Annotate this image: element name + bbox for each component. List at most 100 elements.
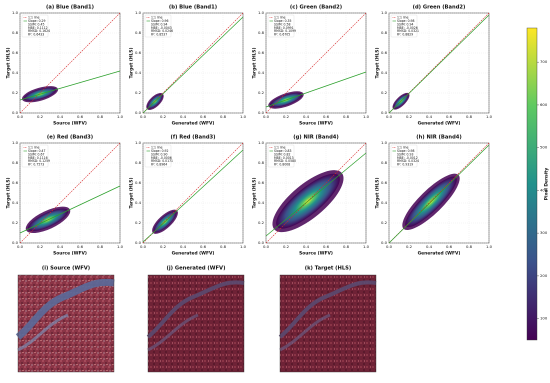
y-tick-label: 0.6 — [258, 50, 265, 55]
x-tick-label: 0.2 — [37, 114, 44, 119]
stat-text: R²: 0.6705 — [274, 32, 290, 36]
stat-text: RMSD: 0.0580 — [274, 159, 296, 163]
y-tick-label: 0.0 — [258, 240, 265, 245]
y-tick-label: 0.6 — [135, 180, 142, 185]
stat-text: SSIM: 0.90 — [151, 153, 167, 157]
stat-text: MBE: 0.1116 — [28, 156, 48, 160]
x-axis-label: Generated (WFV) — [418, 251, 461, 257]
fit-line — [19, 185, 121, 234]
one-to-one-line — [19, 12, 121, 114]
one-to-one-line — [265, 142, 367, 244]
legend-ref-label: 1:1 line — [274, 146, 286, 150]
x-tick-label: 0.2 — [406, 244, 413, 249]
y-tick-label: 0.2 — [258, 90, 265, 95]
legend-fit-label: Slope: 0.92 — [151, 149, 169, 153]
x-tick-label: 0.4 — [180, 114, 187, 119]
stat-text: MBE: 0.1112 — [28, 26, 48, 30]
legend-ref-label: 1:1 line — [28, 146, 40, 150]
x-tick-label: 0.0 — [17, 244, 24, 249]
y-tick-label: 0.2 — [12, 220, 19, 225]
y-axis-label: Target (HLS) — [6, 178, 12, 209]
legend-box — [144, 14, 172, 38]
y-tick-label: 0.8 — [381, 160, 388, 165]
one-to-one-line — [19, 142, 121, 244]
y-tick-label: 1.0 — [258, 140, 265, 145]
y-axis-label: Target (HLS) — [129, 48, 135, 79]
x-axis-label: Source (WFV) — [299, 121, 333, 127]
x-tick-label: 0.6 — [323, 244, 330, 249]
y-tick-label: 0.4 — [12, 70, 19, 75]
legend-ref-label: 1:1 line — [151, 146, 163, 150]
fit-line — [265, 152, 367, 237]
y-tick-label: 0.2 — [381, 90, 388, 95]
y-tick-label: 0.2 — [258, 220, 265, 225]
y-tick-label: 0.8 — [381, 30, 388, 35]
image-border — [17, 274, 115, 373]
x-tick-label: 0.0 — [17, 114, 24, 119]
y-tick-label: 0.8 — [258, 160, 265, 165]
stat-text: RMSD: 0.0324 — [397, 159, 419, 163]
stat-text: R²: 0.8008 — [274, 162, 290, 166]
x-tick-label: 0.2 — [160, 114, 167, 119]
legend-box — [144, 144, 172, 168]
panel-title: (g) NIR (Band4) — [293, 135, 339, 141]
colorbar-label: Pixel Density — [544, 168, 550, 201]
y-tick-label: 0.8 — [12, 30, 19, 35]
legend-fit-label: Slope: 0.35 — [274, 19, 292, 23]
x-tick-label: 0.2 — [37, 244, 44, 249]
y-tick-label: 0.8 — [12, 160, 19, 165]
stat-text: R²: 0.6433 — [28, 32, 44, 36]
y-axis-label: Target (HLS) — [129, 178, 135, 209]
image-border — [147, 274, 245, 373]
legend-fit-label: Slope: 0.98 — [397, 19, 415, 23]
fit-line — [388, 14, 490, 114]
stat-text: SSIM: 0.58 — [274, 23, 290, 27]
stat-text: MBE: -0.0006 — [151, 156, 172, 160]
legend-ref-label: 1:1 line — [151, 16, 163, 20]
y-tick-label: 0.4 — [258, 200, 265, 205]
y-tick-label: 0.0 — [135, 110, 142, 115]
y-tick-label: 1.0 — [12, 10, 19, 15]
stat-text: RMSD: 0.0246 — [151, 29, 173, 33]
legend-box — [390, 144, 418, 168]
x-tick-label: 0.0 — [386, 114, 393, 119]
panel-title: (b) Blue (Band1) — [169, 5, 217, 11]
stat-text: SSIM: 0.94 — [397, 23, 413, 27]
panel-title: (d) Green (Band2) — [413, 5, 466, 11]
y-tick-label: 0.2 — [381, 220, 388, 225]
x-tick-label: 1.0 — [240, 114, 247, 119]
legend-box — [21, 144, 49, 168]
legend-box — [21, 14, 49, 38]
x-tick-label: 0.4 — [426, 114, 433, 119]
y-tick-label: 0.0 — [12, 110, 19, 115]
x-tick-label: 0.8 — [97, 114, 104, 119]
x-axis-label: Source (WFV) — [299, 251, 333, 257]
x-tick-label: 0.4 — [426, 244, 433, 249]
x-tick-label: 1.0 — [363, 244, 370, 249]
colorbar-tick-label: 100 — [540, 316, 548, 321]
y-tick-label: 0.0 — [258, 110, 265, 115]
x-tick-label: 1.0 — [363, 114, 370, 119]
y-tick-label: 0.4 — [135, 70, 142, 75]
x-tick-label: 1.0 — [117, 114, 124, 119]
stat-text: RMSD: 0.0171 — [151, 159, 173, 163]
y-axis-label: Target (HLS) — [375, 178, 381, 209]
y-axis-label: Target (HLS) — [375, 48, 381, 79]
stat-text: SSIM: 0.82 — [274, 153, 290, 157]
one-to-one-line — [265, 12, 367, 114]
x-tick-label: 0.6 — [446, 244, 453, 249]
x-tick-label: 1.0 — [486, 114, 493, 119]
fit-line — [265, 71, 367, 108]
x-tick-label: 1.0 — [240, 244, 247, 249]
x-tick-label: 0.4 — [180, 244, 187, 249]
stat-text: MBE: -0.0026 — [397, 26, 418, 30]
legend-ref-label: 1:1 line — [28, 16, 40, 20]
colorbar-tick-label: 500 — [540, 145, 548, 150]
legend-box — [390, 14, 418, 38]
stat-text: R²: 0.7573 — [28, 162, 44, 166]
x-tick-label: 0.2 — [160, 244, 167, 249]
colorbar-tick-label: 700 — [540, 59, 548, 64]
x-tick-label: 0.0 — [140, 244, 147, 249]
legend-ref-label: 1:1 line — [397, 16, 409, 20]
